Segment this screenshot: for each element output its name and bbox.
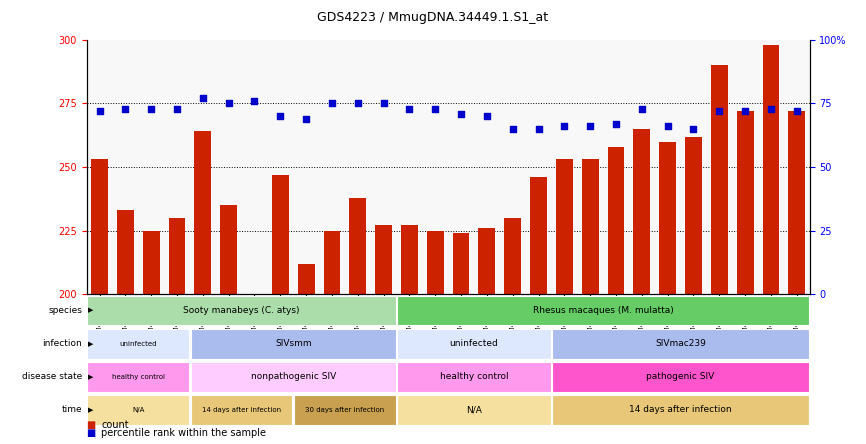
Bar [87,329,189,358]
Text: healthy control: healthy control [112,374,165,380]
Bar [659,142,676,294]
Text: uninfected: uninfected [120,341,157,347]
Text: time: time [61,405,82,414]
Bar [375,226,392,294]
Bar [453,233,469,294]
Text: SIVmac239: SIVmac239 [656,339,706,348]
Text: ▶: ▶ [88,308,94,313]
Bar [397,395,551,424]
Point [532,125,546,132]
Point [454,110,468,117]
Point [403,105,417,112]
Point [635,105,649,112]
Bar [324,230,340,294]
Point [145,105,158,112]
Point [274,113,288,120]
Point [558,123,572,130]
Bar [294,395,396,424]
Bar [91,159,108,294]
Bar [397,296,809,325]
Text: Rhesus macaques (M. mulatta): Rhesus macaques (M. mulatta) [533,306,674,315]
Point [170,105,184,112]
Point [584,123,598,130]
Bar [504,218,521,294]
Text: SIVsmm: SIVsmm [275,339,312,348]
Bar [633,129,650,294]
Bar [737,111,753,294]
Bar [87,296,396,325]
Point [429,105,443,112]
Text: healthy control: healthy control [440,372,508,381]
Point [377,100,391,107]
Text: ▶: ▶ [88,341,94,347]
Text: species: species [48,306,82,315]
Bar [87,362,189,392]
Text: count: count [101,420,129,430]
Point [119,105,132,112]
Bar [191,395,293,424]
Point [506,125,520,132]
Point [713,107,727,115]
Bar [220,205,237,294]
Text: ▶: ▶ [88,374,94,380]
Bar [788,111,805,294]
Text: N/A: N/A [466,405,481,414]
Text: pathogenic SIV: pathogenic SIV [646,372,714,381]
Point [661,123,675,130]
Bar [479,228,495,294]
Bar [685,136,701,294]
Text: ■: ■ [87,420,96,430]
Bar [397,362,551,392]
Bar [553,395,809,424]
Text: 30 days after infection: 30 days after infection [305,407,385,413]
Bar [191,362,396,392]
Text: GDS4223 / MmugDNA.34449.1.S1_at: GDS4223 / MmugDNA.34449.1.S1_at [318,11,548,24]
Point [222,100,236,107]
Bar [397,329,551,358]
Point [764,105,778,112]
Bar [711,65,727,294]
Point [480,113,494,120]
Bar [427,230,443,294]
Point [351,100,365,107]
Point [325,100,339,107]
Text: percentile rank within the sample: percentile rank within the sample [101,428,267,438]
Text: ▶: ▶ [88,407,94,413]
Point [738,107,752,115]
Bar [117,210,133,294]
Bar [608,147,624,294]
Point [609,120,623,127]
Point [687,125,701,132]
Bar [143,230,159,294]
Bar [553,362,809,392]
Text: disease state: disease state [22,372,82,381]
Bar [349,198,366,294]
Bar [556,159,572,294]
Point [299,115,313,122]
Text: nonpathogenic SIV: nonpathogenic SIV [250,372,336,381]
Bar [272,174,288,294]
Text: 14 days after infection: 14 days after infection [630,405,732,414]
Bar [553,329,809,358]
Bar [195,131,211,294]
Text: Sooty manabeys (C. atys): Sooty manabeys (C. atys) [184,306,300,315]
Text: 14 days after infection: 14 days after infection [202,407,281,413]
Bar [763,45,779,294]
Text: ■: ■ [87,428,96,438]
Point [196,95,210,102]
Point [93,107,107,115]
Text: N/A: N/A [132,407,145,413]
Point [790,107,804,115]
Bar [87,395,189,424]
Bar [582,159,598,294]
Text: infection: infection [42,339,82,348]
Bar [530,177,547,294]
Point [248,97,262,104]
Bar [401,226,417,294]
Bar [191,329,396,358]
Bar [298,264,314,294]
Text: uninfected: uninfected [449,339,498,348]
Bar [169,218,185,294]
